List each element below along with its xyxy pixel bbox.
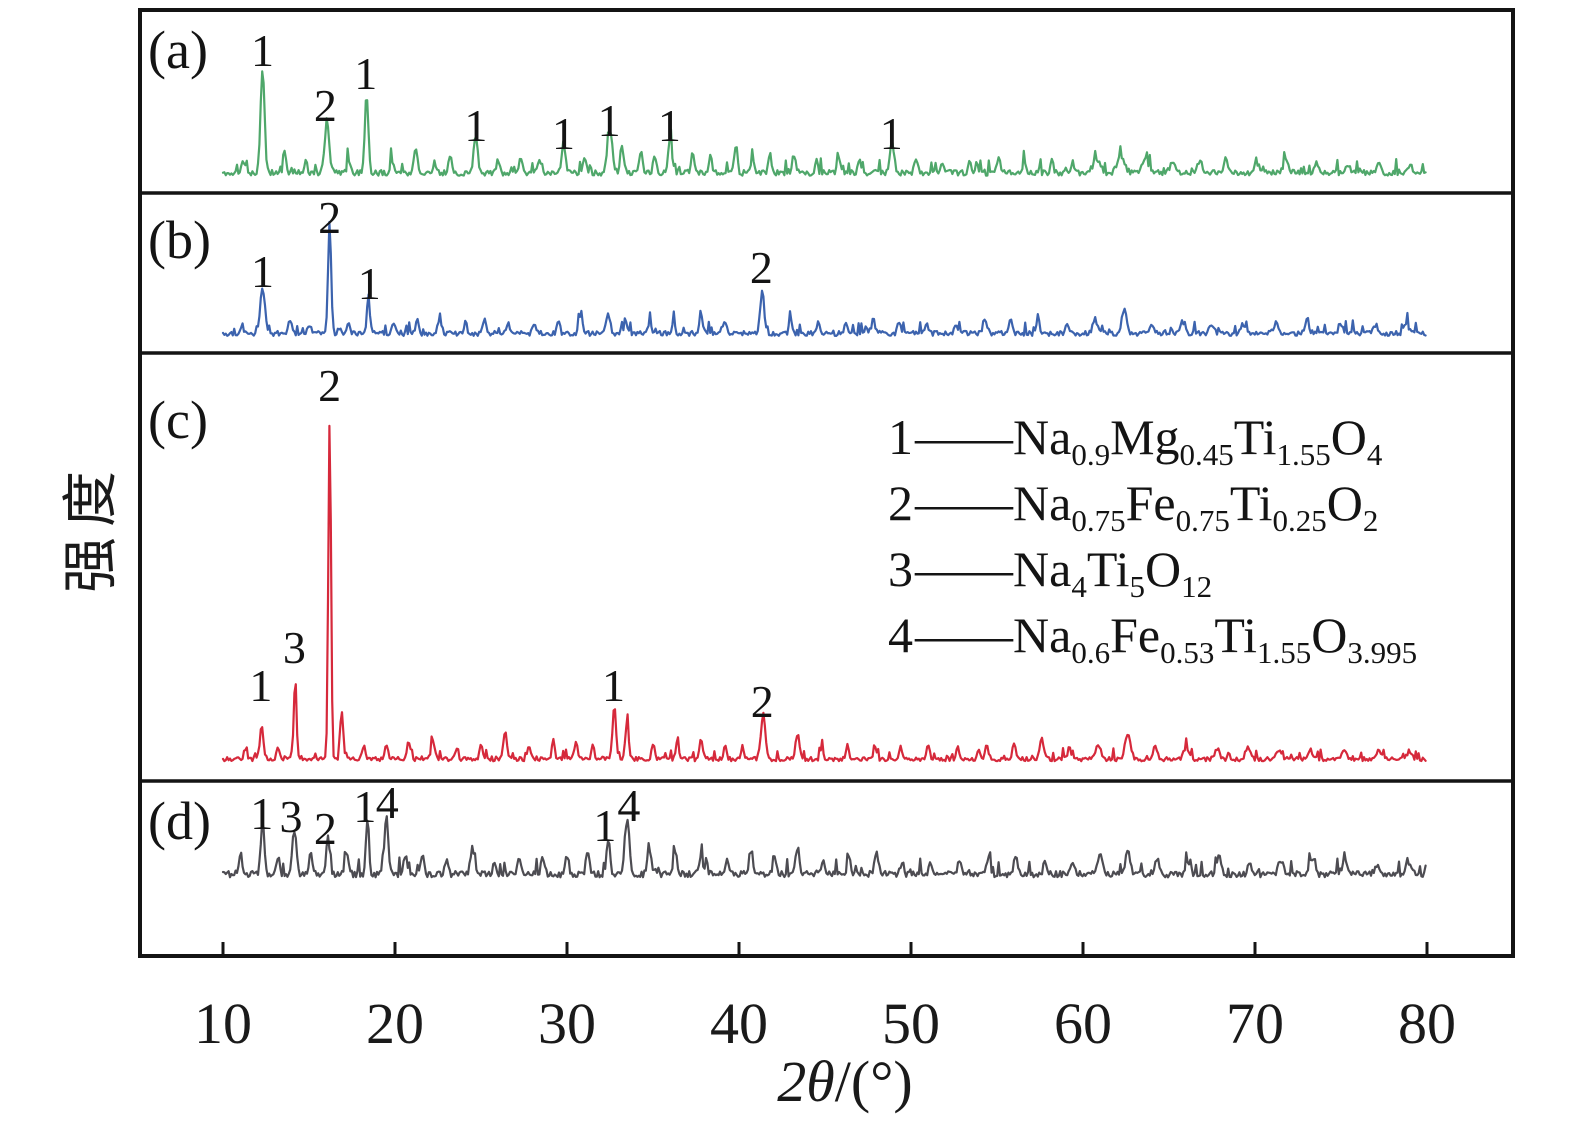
peak-label-c-4: 2 — [751, 676, 774, 727]
legend-formula: Na0.75Fe0.75Ti0.25O2 — [1013, 475, 1379, 538]
peak-label-a-0: 1 — [251, 25, 274, 76]
peak-label-d-3: 1 — [353, 781, 376, 832]
trace-a — [221, 70, 1427, 177]
x-tick-label-30: 30 — [538, 991, 596, 1056]
peak-label-a-6: 1 — [658, 100, 681, 151]
legend-dash: —— — [915, 475, 1013, 531]
x-tick-label-20: 20 — [366, 991, 424, 1056]
peak-label-c-3: 1 — [602, 660, 625, 711]
legend-entry-2: 2——Na0.75Fe0.75Ti0.25O2 — [888, 470, 1417, 536]
panel-letter-d: (d) — [148, 791, 211, 851]
trace-c — [221, 424, 1427, 763]
x-tick-label-80: 80 — [1398, 991, 1456, 1056]
x-tick-label-10: 10 — [194, 991, 252, 1056]
x-tick-label-50: 50 — [882, 991, 940, 1056]
legend-dash: —— — [915, 607, 1013, 663]
legend-number: 1 — [888, 409, 913, 465]
peak-label-a-5: 1 — [598, 95, 621, 146]
peak-label-d-5: 1 — [593, 800, 616, 851]
peak-label-d-4: 4 — [376, 777, 399, 828]
plot-frame — [138, 8, 1515, 958]
panel-letter-b: (b) — [148, 210, 211, 270]
x-axis-title-2theta: 2θ — [777, 1049, 835, 1114]
legend-formula: Na4Ti5O12 — [1013, 541, 1213, 604]
peak-label-c-2: 2 — [318, 360, 341, 411]
panel-letter-a: (a) — [148, 20, 208, 80]
x-axis-title-units: /(°) — [834, 1049, 913, 1114]
legend-formula: Na0.6Fe0.53Ti1.55O3.995 — [1013, 607, 1418, 670]
peak-label-a-3: 1 — [464, 100, 487, 151]
peak-label-d-2: 2 — [314, 803, 337, 854]
x-axis-title: 2θ/(°) — [695, 1048, 995, 1115]
panel-letter-c: (c) — [148, 390, 208, 450]
peak-label-a-2: 1 — [354, 48, 377, 99]
peak-label-d-6: 4 — [617, 780, 640, 831]
x-tick-label-40: 40 — [710, 991, 768, 1056]
legend-formula: Na0.9Mg0.45Ti1.55O4 — [1013, 409, 1383, 472]
legend-entry-3: 3——Na4Ti5O12 — [888, 536, 1417, 602]
legend-number: 2 — [888, 475, 913, 531]
peak-label-d-0: 1 — [250, 788, 273, 839]
peak-label-b-2: 1 — [358, 258, 381, 309]
trace-b — [221, 220, 1427, 337]
peak-label-b-1: 2 — [318, 192, 341, 243]
legend-entry-4: 4——Na0.6Fe0.53Ti1.55O3.995 — [888, 602, 1417, 668]
peak-label-a-4: 1 — [552, 108, 575, 159]
x-tick-label-70: 70 — [1226, 991, 1284, 1056]
legend-dash: —— — [915, 409, 1013, 465]
peak-label-c-0: 1 — [249, 660, 272, 711]
legend-entry-1: 1——Na0.9Mg0.45Ti1.55O4 — [888, 404, 1417, 470]
peak-label-a-1: 2 — [314, 80, 337, 131]
legend-dash: —— — [915, 541, 1013, 597]
legend-number: 4 — [888, 607, 913, 663]
y-axis-label: 强度 — [61, 461, 123, 593]
legend-number: 3 — [888, 541, 913, 597]
peak-label-d-1: 3 — [279, 791, 302, 842]
peak-label-b-0: 1 — [251, 246, 274, 297]
peak-label-a-7: 1 — [880, 108, 903, 159]
peak-label-b-3: 2 — [750, 242, 773, 293]
x-tick-label-60: 60 — [1054, 991, 1112, 1056]
peak-label-c-1: 3 — [283, 622, 306, 673]
trace-d — [221, 815, 1427, 879]
phase-legend: 1——Na0.9Mg0.45Ti1.55O4 2——Na0.75Fe0.75Ti0… — [888, 404, 1417, 668]
